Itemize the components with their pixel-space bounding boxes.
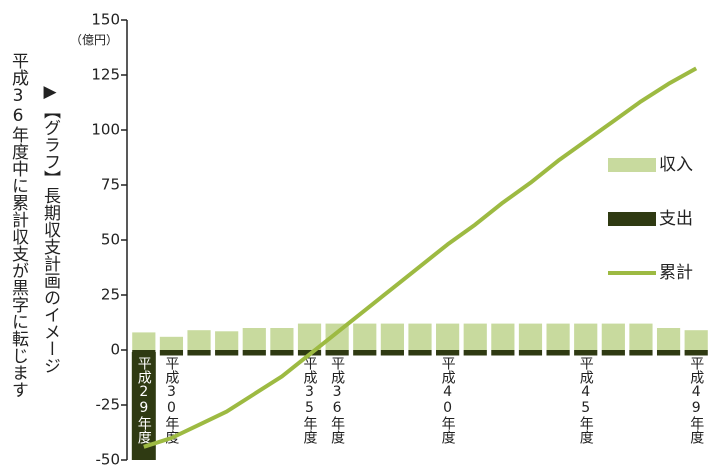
bar — [684, 330, 708, 350]
y-tick-label: 100 — [91, 121, 120, 139]
legend-swatch — [608, 212, 656, 226]
y-tick-label: 0 — [110, 341, 120, 359]
x-tick-label: 平成29年度 — [136, 356, 152, 444]
legend-swatch — [608, 158, 656, 172]
y-tick-label: 75 — [101, 176, 120, 194]
bar — [132, 332, 156, 350]
chart-title: ▶【グラフ】長期収支計画のイメージ — [40, 82, 61, 374]
line — [143, 66, 698, 449]
bar — [629, 350, 653, 356]
x-tick-label: 平成35年度 — [302, 356, 318, 444]
category-highlight — [131, 352, 156, 460]
x-tick-label: 平成40年度 — [440, 356, 456, 444]
y-tick-label: -25 — [96, 396, 121, 414]
bar — [601, 323, 625, 350]
bar — [270, 350, 294, 356]
bar — [546, 350, 570, 356]
x-tick-label: 平成30年度 — [163, 356, 179, 444]
bar — [463, 323, 487, 350]
bar — [574, 323, 598, 350]
x-tick-label: 平成49年度 — [688, 356, 704, 444]
bar — [187, 330, 211, 350]
bar — [159, 336, 184, 350]
y-tick-label: -50 — [96, 451, 121, 467]
bar — [436, 323, 460, 350]
bar — [574, 350, 598, 356]
bar — [601, 350, 625, 356]
bar — [656, 328, 681, 350]
y-tick-label: 25 — [101, 286, 120, 304]
bar — [132, 350, 156, 356]
bar — [436, 350, 460, 356]
chart-subtitle: 平成36年度中に累計収支が黒字に転じます — [8, 52, 29, 398]
bar — [491, 350, 515, 356]
bar — [684, 350, 708, 356]
bar — [353, 323, 377, 350]
y-tick-label: 125 — [91, 66, 120, 84]
y-tick-label: 150 — [91, 11, 120, 29]
bar — [518, 323, 543, 350]
bar — [159, 350, 184, 356]
bar — [242, 328, 266, 350]
bar — [325, 350, 349, 356]
legend-label: 累計 — [659, 263, 693, 283]
x-tick-label: 平成36年度 — [329, 356, 345, 444]
bar — [380, 350, 404, 356]
bar — [408, 350, 432, 356]
bar — [463, 350, 487, 356]
bar — [546, 323, 570, 350]
bar — [297, 323, 322, 350]
bar — [215, 331, 239, 350]
legend-label: 収入 — [659, 155, 693, 175]
bar — [187, 350, 211, 356]
y-unit: （億円） — [70, 33, 118, 47]
bar — [380, 323, 404, 350]
bar — [270, 328, 294, 350]
bar — [215, 350, 239, 356]
bar — [656, 350, 681, 356]
x-tick-label: 平成45年度 — [578, 356, 594, 444]
bar — [353, 350, 377, 356]
y-tick-label: 50 — [101, 231, 120, 249]
bar — [491, 323, 515, 350]
bar — [518, 350, 543, 356]
legend-label: 支出 — [659, 209, 693, 229]
bar — [408, 323, 432, 350]
bar — [629, 323, 653, 350]
bar — [242, 350, 266, 356]
